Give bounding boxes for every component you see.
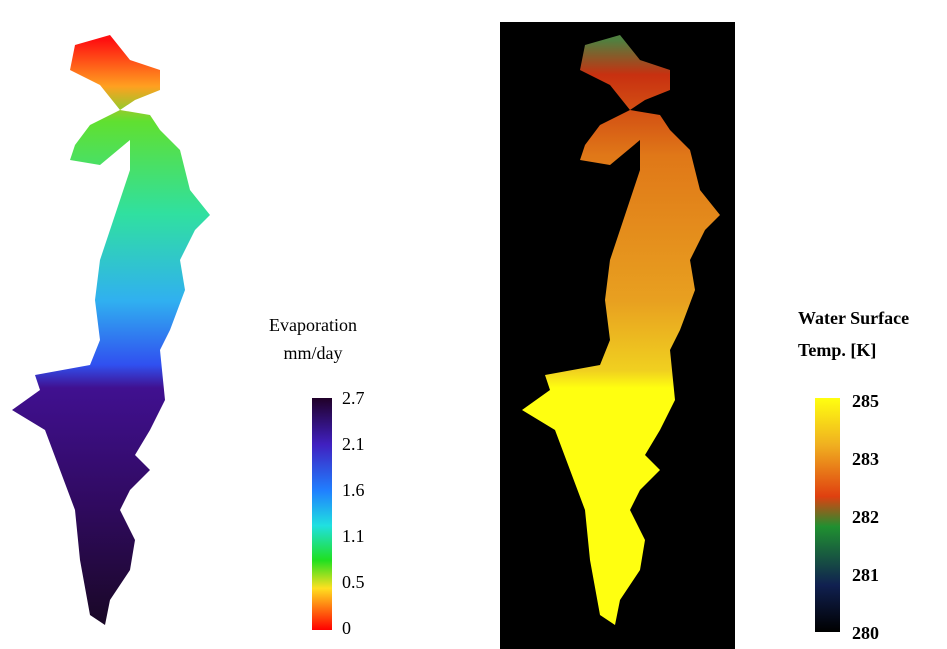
colorbar	[312, 398, 332, 630]
legend-unit: Temp. [K]	[798, 340, 876, 360]
figure: Evaporation mm/day 2.7 2.1 1.6 1.1 0.5 0 Water S…	[0, 0, 947, 649]
colorbar-label: 282	[852, 507, 879, 527]
evaporation-map	[12, 35, 210, 625]
colorbar	[815, 398, 840, 632]
colorbar-label: 0.5	[342, 572, 365, 592]
legend-title: Water Surface	[798, 308, 909, 328]
colorbar-label: 2.1	[342, 434, 365, 454]
legend-unit: mm/day	[284, 343, 343, 363]
colorbar-label: 280	[852, 623, 879, 643]
colorbar-label: 1.6	[342, 480, 365, 500]
colorbar-label: 2.7	[342, 388, 365, 408]
colorbar-label: 283	[852, 449, 879, 469]
colorbar-label: 285	[852, 391, 879, 411]
colorbar-label: 281	[852, 565, 879, 585]
colorbar-label: 0	[342, 618, 351, 638]
colorbar-label: 1.1	[342, 526, 365, 546]
legend-title: Evaporation	[269, 315, 357, 335]
